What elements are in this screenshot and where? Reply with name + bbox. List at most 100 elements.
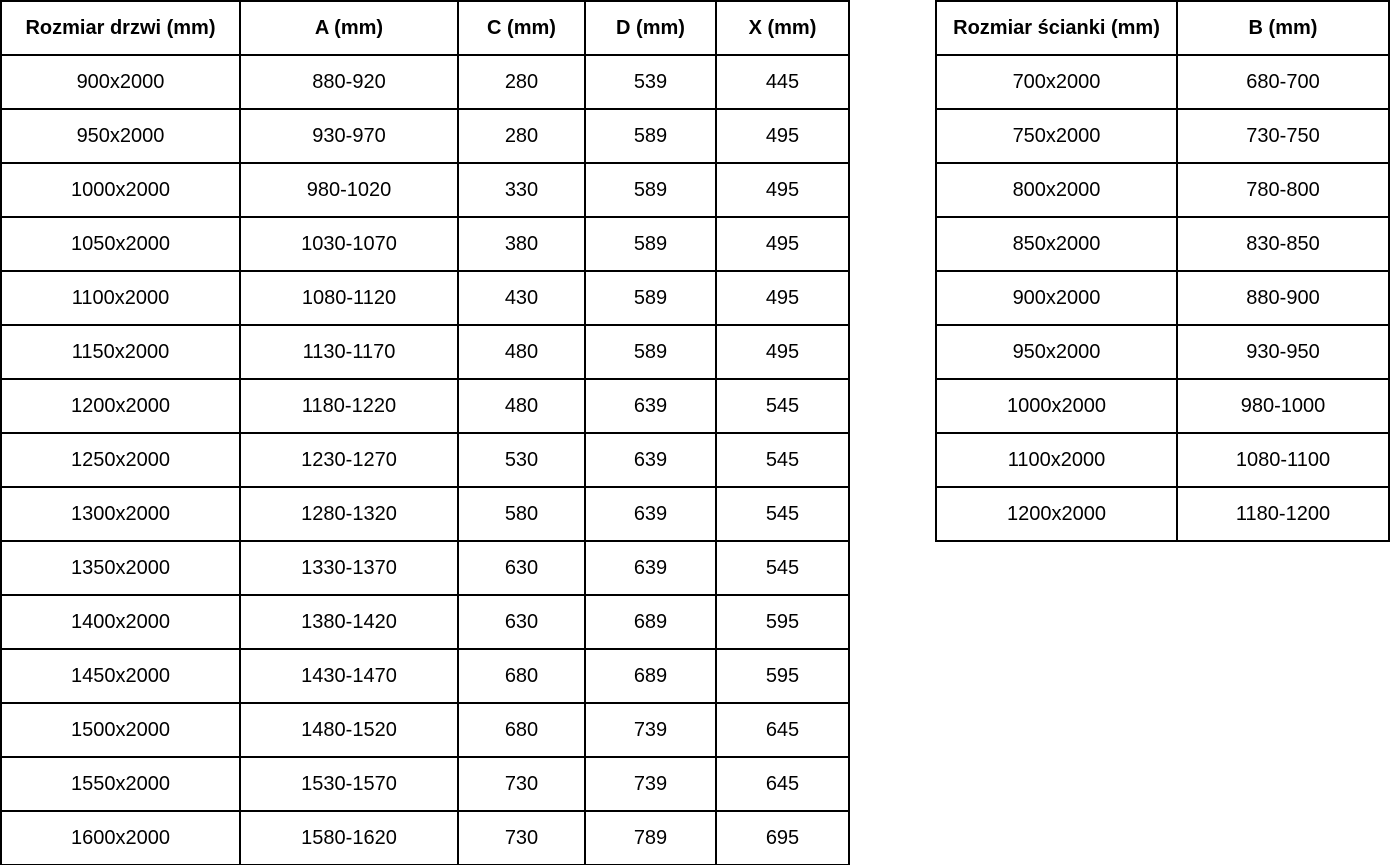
- table-cell: 589: [584, 216, 717, 272]
- table-cell: 1250x2000: [0, 432, 241, 488]
- table-row: 800x2000 780-800: [935, 162, 1390, 218]
- header-door-size: Rozmiar drzwi (mm): [0, 0, 241, 56]
- table-cell: 830-850: [1176, 216, 1390, 272]
- door-table-body: 900x2000 880-920 280 539 445 950x2000 930-970 2…: [0, 54, 850, 865]
- wall-size-table: Rozmiar ścianki (mm) B (mm) 700x2000 680-…: [935, 0, 1390, 542]
- table-cell: 980-1000: [1176, 378, 1390, 434]
- table-row: 1100x2000 1080-1120 430 589 495: [0, 270, 850, 326]
- table-cell: 1180-1200: [1176, 486, 1390, 542]
- table-cell: 589: [584, 108, 717, 164]
- table-cell: 595: [715, 648, 850, 704]
- table-cell: 1300x2000: [0, 486, 241, 542]
- table-cell: 930-950: [1176, 324, 1390, 380]
- table-cell: 1000x2000: [0, 162, 241, 218]
- table-cell: 630: [457, 540, 586, 596]
- table-row: 1500x2000 1480-1520 680 739 645: [0, 702, 850, 758]
- table-cell: 445: [715, 54, 850, 110]
- table-cell: 930-970: [239, 108, 459, 164]
- table-cell: 545: [715, 432, 850, 488]
- table-cell: 1280-1320: [239, 486, 459, 542]
- table-cell: 1080-1100: [1176, 432, 1390, 488]
- table-row: 950x2000 930-970 280 589 495: [0, 108, 850, 164]
- table-cell: 695: [715, 810, 850, 865]
- table-cell: 1430-1470: [239, 648, 459, 704]
- table-cell: 545: [715, 540, 850, 596]
- table-cell: 495: [715, 108, 850, 164]
- table-cell: 680: [457, 702, 586, 758]
- table-cell: 1400x2000: [0, 594, 241, 650]
- table-cell: 680: [457, 648, 586, 704]
- table-cell: 1150x2000: [0, 324, 241, 380]
- table-cell: 645: [715, 756, 850, 812]
- table-row: 1000x2000 980-1020 330 589 495: [0, 162, 850, 218]
- table-cell: 1100x2000: [935, 432, 1178, 488]
- table-row: 1350x2000 1330-1370 630 639 545: [0, 540, 850, 596]
- table-cell: 639: [584, 432, 717, 488]
- table-cell: 880-920: [239, 54, 459, 110]
- table-cell: 739: [584, 702, 717, 758]
- table-cell: 495: [715, 216, 850, 272]
- table-row: 1200x2000 1180-1200: [935, 486, 1390, 542]
- table-cell: 880-900: [1176, 270, 1390, 326]
- table-cell: 280: [457, 54, 586, 110]
- table-row: 850x2000 830-850: [935, 216, 1390, 272]
- table-cell: 689: [584, 594, 717, 650]
- table-row: 1300x2000 1280-1320 580 639 545: [0, 486, 850, 542]
- table-cell: 589: [584, 162, 717, 218]
- table-cell: 789: [584, 810, 717, 865]
- table-cell: 1600x2000: [0, 810, 241, 865]
- table-cell: 480: [457, 324, 586, 380]
- table-cell: 595: [715, 594, 850, 650]
- table-cell: 980-1020: [239, 162, 459, 218]
- table-cell: 495: [715, 270, 850, 326]
- table-cell: 639: [584, 378, 717, 434]
- door-table-header-row: Rozmiar drzwi (mm) A (mm) C (mm) D (mm) …: [0, 0, 850, 56]
- table-cell: 1450x2000: [0, 648, 241, 704]
- table-cell: 630: [457, 594, 586, 650]
- table-cell: 1550x2000: [0, 756, 241, 812]
- table-cell: 645: [715, 702, 850, 758]
- table-row: 1550x2000 1530-1570 730 739 645: [0, 756, 850, 812]
- table-cell: 1050x2000: [0, 216, 241, 272]
- header-dim-a: A (mm): [239, 0, 459, 56]
- table-row: 1400x2000 1380-1420 630 689 595: [0, 594, 850, 650]
- table-row: 1100x2000 1080-1100: [935, 432, 1390, 488]
- table-cell: 330: [457, 162, 586, 218]
- table-cell: 1200x2000: [0, 378, 241, 434]
- table-cell: 700x2000: [935, 54, 1178, 110]
- table-cell: 1350x2000: [0, 540, 241, 596]
- table-row: 700x2000 680-700: [935, 54, 1390, 110]
- table-cell: 539: [584, 54, 717, 110]
- table-cell: 750x2000: [935, 108, 1178, 164]
- table-row: 1050x2000 1030-1070 380 589 495: [0, 216, 850, 272]
- table-row: 1450x2000 1430-1470 680 689 595: [0, 648, 850, 704]
- table-cell: 280: [457, 108, 586, 164]
- table-cell: 545: [715, 486, 850, 542]
- header-wall-size: Rozmiar ścianki (mm): [935, 0, 1178, 56]
- table-row: 750x2000 730-750: [935, 108, 1390, 164]
- table-cell: 545: [715, 378, 850, 434]
- table-cell: 730-750: [1176, 108, 1390, 164]
- table-cell: 1130-1170: [239, 324, 459, 380]
- table-cell: 1080-1120: [239, 270, 459, 326]
- table-row: 900x2000 880-900: [935, 270, 1390, 326]
- table-cell: 680-700: [1176, 54, 1390, 110]
- header-dim-x: X (mm): [715, 0, 850, 56]
- table-cell: 580: [457, 486, 586, 542]
- table-cell: 1380-1420: [239, 594, 459, 650]
- table-row: 1200x2000 1180-1220 480 639 545: [0, 378, 850, 434]
- wall-table-body: 700x2000 680-700 750x2000 730-750 800x2000 78…: [935, 54, 1390, 542]
- header-dim-c: C (mm): [457, 0, 586, 56]
- table-row: 1250x2000 1230-1270 530 639 545: [0, 432, 850, 488]
- table-cell: 900x2000: [0, 54, 241, 110]
- table-cell: 850x2000: [935, 216, 1178, 272]
- table-row: 1000x2000 980-1000: [935, 378, 1390, 434]
- table-cell: 1530-1570: [239, 756, 459, 812]
- table-cell: 530: [457, 432, 586, 488]
- table-cell: 495: [715, 162, 850, 218]
- table-cell: 730: [457, 756, 586, 812]
- table-cell: 1180-1220: [239, 378, 459, 434]
- header-dim-d: D (mm): [584, 0, 717, 56]
- table-cell: 1000x2000: [935, 378, 1178, 434]
